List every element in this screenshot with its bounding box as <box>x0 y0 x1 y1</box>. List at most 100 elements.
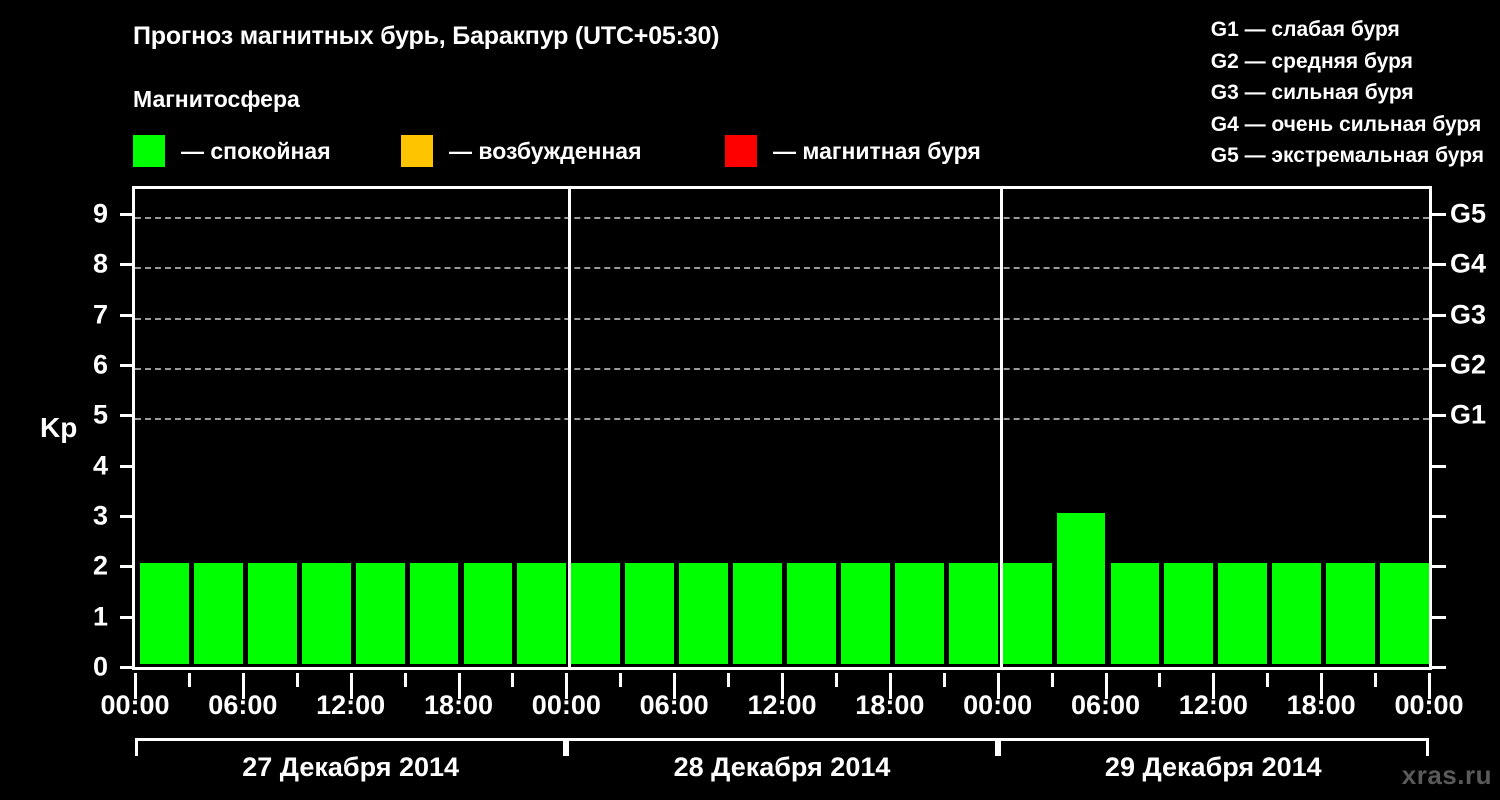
magnetosphere-legend: — спокойная — возбужденная — магнитная б… <box>133 134 1033 168</box>
bar <box>679 563 729 664</box>
bar <box>463 563 513 664</box>
x-axis-tick-label: 06:00 <box>208 690 278 720</box>
g-axis-tick <box>1432 615 1446 619</box>
g-axis-tick <box>1432 263 1446 267</box>
x-axis-tick-major <box>996 673 1000 699</box>
x-axis-tick-major <box>1320 673 1324 699</box>
bar <box>787 563 836 664</box>
g-axis-label-g1: G1 <box>1450 399 1487 430</box>
g-scale-line-g3: G3 — сильная буря <box>1210 81 1414 104</box>
g-axis-tick <box>1432 213 1446 217</box>
y-axis-tick-label: 7 <box>92 299 108 330</box>
red-square-swatch <box>725 135 757 167</box>
x-axis-tick-major <box>1104 673 1108 699</box>
y-axis-tick-label: 3 <box>92 500 108 531</box>
y-axis-tick <box>120 364 132 368</box>
y-axis-tick-label: 5 <box>92 399 108 430</box>
x-axis-tick-minor <box>834 673 838 687</box>
y-axis-tick-label: 4 <box>92 450 108 481</box>
plot-area <box>132 186 1432 670</box>
x-axis-tick-minor <box>1266 673 1270 687</box>
bar <box>1218 563 1268 664</box>
gridline-kp-9 <box>135 217 1429 220</box>
y-axis-tick <box>120 414 132 418</box>
bar <box>409 563 459 664</box>
bar-series <box>135 189 1429 667</box>
y-axis-tick <box>120 565 132 569</box>
y-axis-tick <box>120 464 132 468</box>
y-axis-tick-label: 6 <box>92 349 108 380</box>
x-axis-tick-major <box>349 673 353 699</box>
x-axis-tick-label: 12:00 <box>316 690 386 720</box>
x-axis-tick-major <box>781 673 784 699</box>
x-axis-tick-minor <box>295 673 299 687</box>
y-axis-tick <box>120 515 132 519</box>
bar <box>1272 563 1322 664</box>
x-axis-tick-major <box>1212 673 1216 699</box>
bar <box>571 563 621 664</box>
day-bracket <box>997 738 1429 756</box>
bar <box>140 563 189 664</box>
x-axis-tick-minor <box>619 673 623 687</box>
bar <box>517 563 567 664</box>
g-scale-line-g2: G2 — средняя буря <box>1210 49 1413 73</box>
y-axis-tick-label: 9 <box>92 198 108 229</box>
x-axis-tick-major <box>673 673 677 699</box>
x-axis-tick-label: 18:00 <box>855 690 925 720</box>
g-scale-legend: G1 — слабая буря G2 — средняя буря G3 — … <box>1211 14 1484 172</box>
y-axis-tick <box>120 615 132 619</box>
x-axis-tick-major <box>565 673 569 699</box>
g-axis-tick <box>1432 515 1446 519</box>
gridline-kp-5 <box>135 418 1429 421</box>
day-label: 27 Декабря 2014 <box>242 752 460 782</box>
bar <box>247 563 297 664</box>
g-scale-line-g5: G5 — экстремальная буря <box>1210 144 1484 167</box>
orange-square-swatch <box>401 135 433 167</box>
g-axis-tick <box>1432 464 1446 468</box>
x-axis-tick-minor <box>1050 673 1054 687</box>
bar <box>733 563 782 664</box>
x-axis-tick-label: 06:00 <box>639 690 709 720</box>
y-axis-tick-label: 0 <box>92 651 108 682</box>
y-axis-tick <box>120 213 132 217</box>
bar <box>894 563 944 664</box>
g-scale-line-g4: G4 — очень сильная буря <box>1210 112 1482 136</box>
g-axis-label-g4: G4 <box>1450 248 1487 279</box>
page-title: Прогноз магнитных бурь, Баракпур (UTC+05… <box>133 22 720 50</box>
gridline-kp-6 <box>135 368 1429 371</box>
y-axis-tick <box>120 263 132 267</box>
gridline-kp-8 <box>135 267 1429 270</box>
watermark: xras.ru <box>1401 760 1492 790</box>
bar <box>355 563 405 664</box>
x-axis-tick-label: 00:00 <box>531 690 601 720</box>
g-axis-label-g3: G3 <box>1450 299 1487 330</box>
day-bracket <box>566 738 998 756</box>
x-axis-tick-label: 12:00 <box>1178 690 1248 720</box>
x-axis-tick-label: 00:00 <box>1394 690 1464 720</box>
legend-item-unsettled: — возбужденная <box>401 134 642 168</box>
bar <box>1164 563 1214 664</box>
bar <box>1056 513 1106 664</box>
x-axis-tick-major <box>241 673 245 699</box>
y-axis-title: Kp <box>40 412 78 443</box>
bar <box>301 563 351 664</box>
g-axis-tick <box>1432 414 1446 418</box>
y-axis-tick <box>120 313 132 317</box>
g-axis-tick <box>1432 565 1446 569</box>
x-axis-tick-minor <box>187 673 191 687</box>
bar <box>1002 563 1052 664</box>
g-axis-tick <box>1432 666 1446 669</box>
day-separator <box>999 189 1003 667</box>
g-scale-line-g1: G1 — слабая буря <box>1210 18 1400 41</box>
g-axis-label-g2: G2 <box>1450 349 1487 380</box>
bar <box>1110 563 1160 664</box>
x-axis-tick-minor <box>1374 673 1378 687</box>
day-label: 28 Декабря 2014 <box>673 752 891 782</box>
legend-item-storm: — магнитная буря <box>725 134 981 168</box>
bar <box>1326 563 1376 664</box>
x-axis-tick-label: 06:00 <box>1070 690 1141 720</box>
x-axis-tick-major <box>457 673 461 699</box>
legend-label-storm: — магнитная буря <box>773 137 981 164</box>
bar <box>840 563 890 664</box>
